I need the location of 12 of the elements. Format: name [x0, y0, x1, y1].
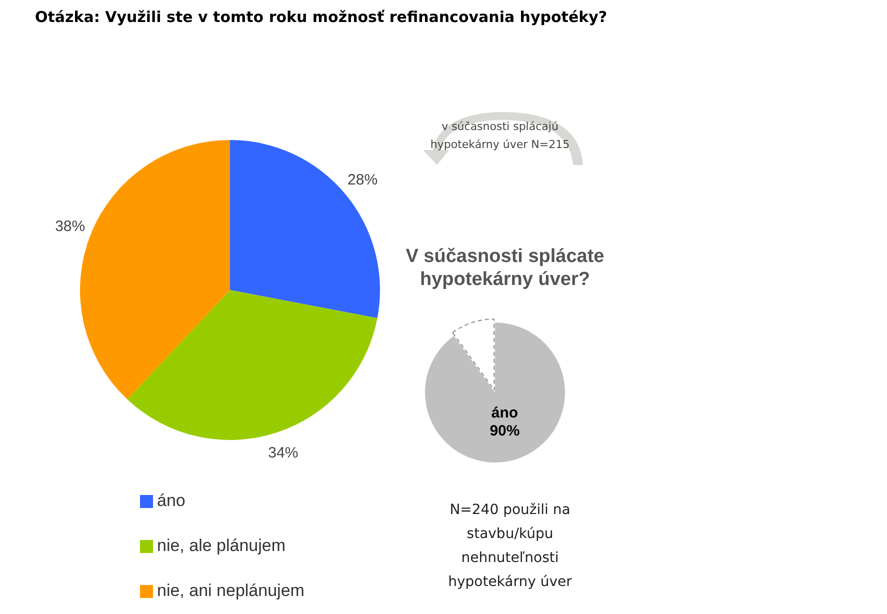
data-label: 28% [348, 172, 378, 189]
data-label: 90% [490, 422, 520, 440]
chart-title: V súčasnosti splácate hypotekárny úver? [404, 245, 606, 291]
legend-label: nie, ale plánujem [157, 536, 286, 556]
legend-label: nie, ani neplánujem [157, 581, 304, 601]
data-label: 34% [268, 444, 298, 462]
text: N=240 použili na stavbu/kúpu nehnuteľnosti hypotekárny úver [447, 501, 573, 592]
text: v súčasnosti splácajú hypotekárny úver N=215 [429, 119, 571, 153]
slice-label: áno [491, 404, 518, 422]
data-label: 38% [55, 218, 86, 235]
chart-title: Otázka: Využili ste v tomto roku možnosť refinancovania hypotéky? [35, 8, 608, 26]
legend-label: áno [157, 491, 186, 511]
